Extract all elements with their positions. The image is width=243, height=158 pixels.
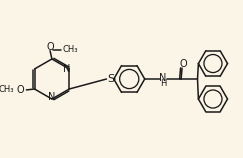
Text: CH₃: CH₃ (0, 85, 14, 94)
Text: O: O (179, 58, 187, 69)
Text: O: O (46, 42, 54, 52)
Text: N: N (63, 64, 71, 74)
Text: N: N (48, 92, 56, 102)
Text: N: N (159, 73, 167, 83)
Text: S: S (107, 74, 115, 84)
Text: H: H (160, 79, 166, 88)
Text: CH₃: CH₃ (63, 45, 78, 54)
Text: O: O (16, 85, 24, 95)
